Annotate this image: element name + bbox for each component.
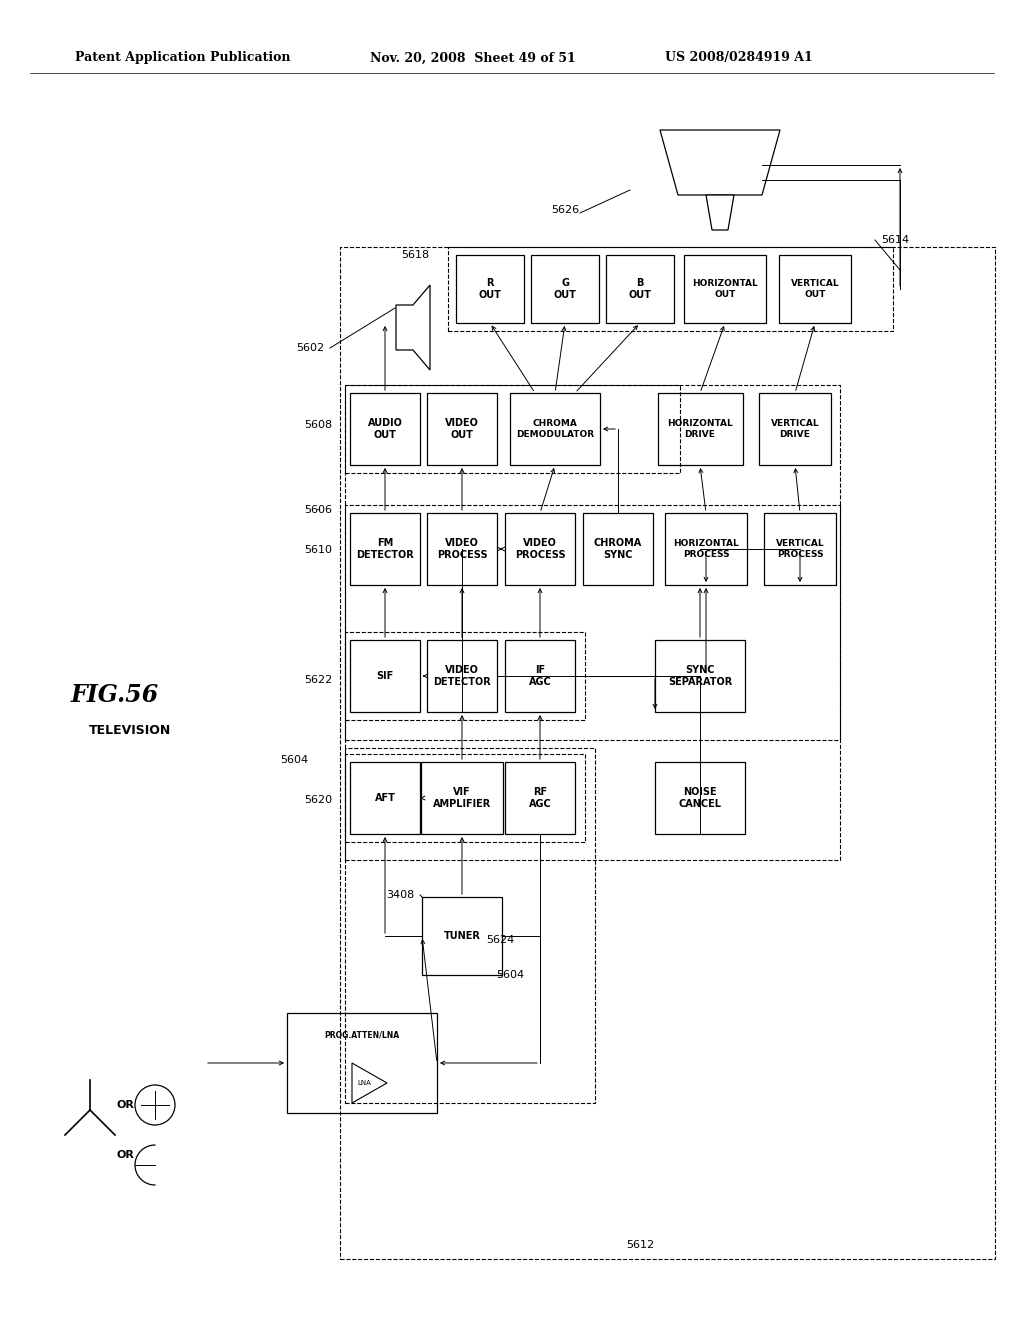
Text: 5626: 5626 [551,205,579,215]
Text: 5610: 5610 [304,545,332,554]
Bar [655,640,745,711]
Bar [427,640,497,711]
Text: VIDEO
DETECTOR: VIDEO DETECTOR [433,665,490,686]
Text: OR: OR [116,1150,134,1160]
Text: VIDEO
PROCESS: VIDEO PROCESS [515,539,565,560]
Bar [779,255,851,323]
Text: Nov. 20, 2008  Sheet 49 of 51: Nov. 20, 2008 Sheet 49 of 51 [370,51,575,65]
Text: 5624: 5624 [485,935,514,945]
Bar [449,247,893,331]
Text: CHROMA
SYNC: CHROMA SYNC [594,539,642,560]
Text: 5604: 5604 [496,970,524,979]
Text: R
OUT: R OUT [478,279,502,300]
Text: TUNER: TUNER [443,931,480,941]
Bar [427,393,497,465]
Text: TELEVISION: TELEVISION [89,723,171,737]
Text: AFT: AFT [375,793,395,803]
Bar [655,762,745,834]
Polygon shape [660,129,780,195]
Text: US 2008/0284919 A1: US 2008/0284919 A1 [665,51,813,65]
Text: 5606: 5606 [304,506,332,515]
Text: VERTICAL
PROCESS: VERTICAL PROCESS [776,540,824,558]
Bar [345,748,595,1104]
Text: SYNC
SEPARATOR: SYNC SEPARATOR [668,665,732,686]
Bar [345,385,680,473]
Text: 5612: 5612 [626,1239,654,1250]
Bar [345,754,585,842]
Text: PROG.ATTEN/LNA: PROG.ATTEN/LNA [325,1031,399,1040]
Text: CHROMA
DEMODULATOR: CHROMA DEMODULATOR [516,420,594,438]
Polygon shape [396,285,430,370]
Bar [421,762,503,834]
Text: AUDIO
OUT: AUDIO OUT [368,418,402,440]
Text: RF
AGC: RF AGC [528,787,551,809]
Bar [684,255,766,323]
Bar [350,513,420,585]
Text: 5620: 5620 [304,795,332,805]
Bar [422,898,502,975]
Text: LNA: LNA [357,1080,371,1086]
Text: G
OUT: G OUT [554,279,577,300]
Bar [287,1012,437,1113]
Bar [583,513,653,585]
Text: FM
DETECTOR: FM DETECTOR [356,539,414,560]
Bar [606,255,674,323]
Text: HORIZONTAL
DRIVE: HORIZONTAL DRIVE [667,420,733,438]
Text: Patent Application Publication: Patent Application Publication [75,51,291,65]
Text: 5602: 5602 [296,343,324,352]
Text: 5608: 5608 [304,420,332,430]
Text: 5614: 5614 [881,235,909,246]
Text: IF
AGC: IF AGC [528,665,551,686]
Bar [345,632,585,719]
Bar [340,247,995,1259]
Text: VIDEO
PROCESS: VIDEO PROCESS [436,539,487,560]
Bar [510,393,600,465]
Bar [759,393,831,465]
Bar [350,393,420,465]
Polygon shape [706,195,734,230]
Text: NOISE
CANCEL: NOISE CANCEL [679,787,722,809]
Bar [531,255,599,323]
Text: 5618: 5618 [401,249,429,260]
Text: VIF
AMPLIFIER: VIF AMPLIFIER [433,787,492,809]
Text: VIDEO
OUT: VIDEO OUT [445,418,479,440]
Bar [505,640,575,711]
Text: ─: ─ [316,507,319,512]
Text: SIF: SIF [377,671,393,681]
Text: VERTICAL
OUT: VERTICAL OUT [791,280,840,298]
Text: 5604: 5604 [280,755,308,766]
Bar [505,513,575,585]
Bar [665,513,746,585]
Bar [764,513,836,585]
Text: 3408: 3408 [386,890,414,900]
Bar [505,762,575,834]
Text: OR: OR [116,1100,134,1110]
Bar [350,762,420,834]
Bar [345,385,840,741]
Circle shape [135,1085,175,1125]
Bar [427,513,497,585]
Text: B
OUT: B OUT [629,279,651,300]
Text: FIG.56: FIG.56 [71,682,159,708]
Text: HORIZONTAL
PROCESS: HORIZONTAL PROCESS [673,540,739,558]
Text: VERTICAL
DRIVE: VERTICAL DRIVE [771,420,819,438]
Text: 5622: 5622 [304,675,332,685]
Bar [345,506,840,861]
Bar [350,640,420,711]
Text: HORIZONTAL
OUT: HORIZONTAL OUT [692,280,758,298]
Polygon shape [352,1063,387,1104]
Bar [456,255,524,323]
Bar [657,393,742,465]
